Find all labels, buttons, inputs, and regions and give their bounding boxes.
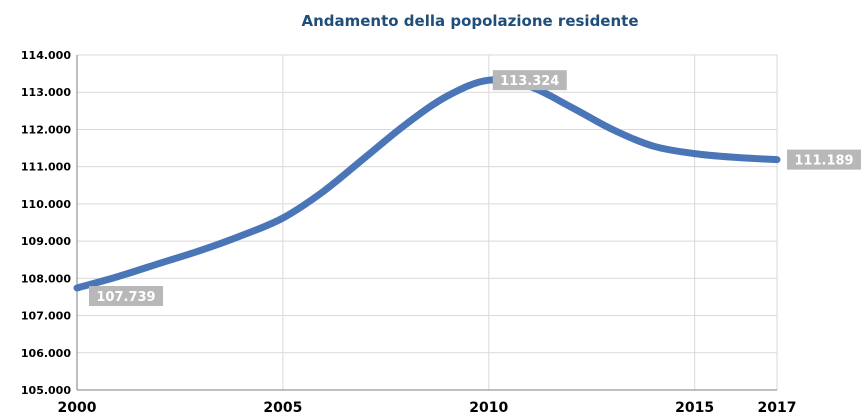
axes [76,55,777,391]
callout-box [787,149,861,170]
y-tick-label: 105.000 [21,384,71,397]
y-tick-label: 110.000 [21,198,71,211]
y-tick-label: 107.000 [21,310,71,323]
callout-box [492,70,567,91]
y-tick-label: 109.000 [21,235,71,248]
series-layer [73,76,781,292]
y-tick-label: 111.000 [21,161,71,174]
data-callouts: 107.739 113.324 111.189 [89,70,861,307]
callout-label: 107.739 [96,290,155,305]
x-tick-label: 2005 [263,400,302,414]
y-tick-label: 113.000 [21,86,71,99]
callout-box [89,286,163,307]
callout-label: 111.189 [794,154,853,169]
chart-title: Andamento della popolazione residente [301,12,638,30]
y-tick-label: 108.000 [21,272,71,285]
x-tick-label: 2015 [675,400,714,414]
y-tick-label: 112.000 [21,123,71,136]
y-tick-label: 106.000 [21,347,71,360]
x-tick-label: 2017 [758,400,797,414]
callout-label: 113.324 [500,74,559,89]
y-tick-label: 114.000 [21,49,71,62]
y-axis-tick-labels: 105.000 106.000 107.000 108.000 109.000 110.0… [21,49,71,397]
x-axis-tick-labels: 2000 2005 2010 2015 2017 [58,400,797,414]
x-tick-label: 2000 [58,400,97,414]
x-tick-label: 2010 [469,400,508,414]
population-series-line [73,76,781,292]
